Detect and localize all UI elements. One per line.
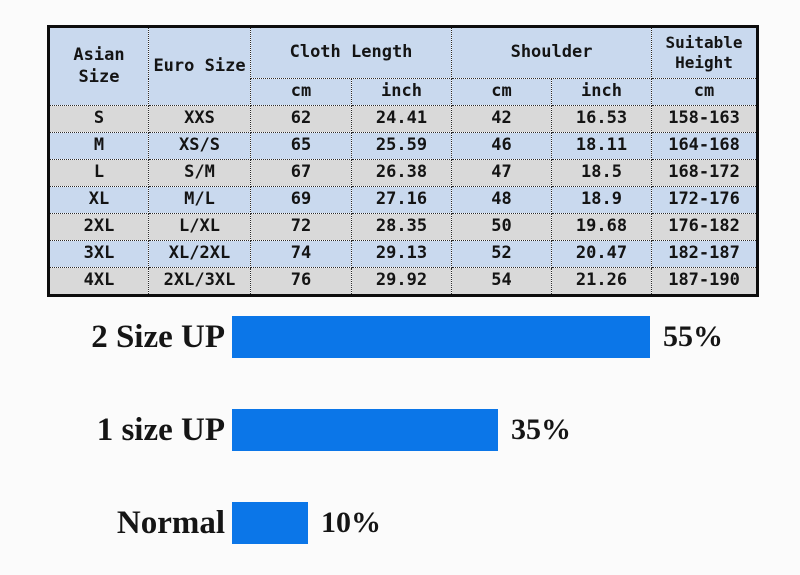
table-cell: 187-190 — [651, 267, 759, 296]
table-cell: L — [48, 159, 149, 187]
table-cell: 3XL — [48, 240, 149, 268]
header-suitable-height: Suitable Height — [651, 26, 759, 79]
chart-category-label: 1 size UP — [96, 411, 225, 448]
table-cell: 158-163 — [651, 105, 759, 133]
table-cell: 65 — [250, 132, 352, 160]
header-suitable-cm: cm — [651, 78, 759, 106]
table-cell: 24.41 — [350, 105, 453, 133]
chart-bar — [232, 502, 308, 544]
table-cell: 18.11 — [551, 132, 653, 160]
table-cell: 74 — [250, 240, 352, 268]
header-shoulder-inch: inch — [551, 78, 653, 106]
table-cell: 21.26 — [551, 267, 653, 296]
table-cell: 176-182 — [651, 213, 759, 241]
table-cell: 18.9 — [551, 186, 653, 214]
table-cell: 76 — [250, 267, 352, 296]
table-cell: 72 — [250, 213, 352, 241]
chart-bar — [232, 316, 650, 358]
header-shoulder-cm: cm — [451, 78, 553, 106]
table-cell: 69 — [250, 186, 352, 214]
table-header-row-sub: cm inch cm inch cm — [49, 78, 759, 106]
table-cell: M/L — [148, 186, 251, 214]
bar-chart: 2 Size UP 55% 1 size UP 35% Normal 10% — [0, 316, 800, 575]
table-cell: 29.92 — [350, 267, 453, 296]
table-cell: 20.47 — [551, 240, 653, 268]
table-row: S XXS 62 24.41 42 16.53 158-163 — [48, 105, 759, 133]
table-cell: 62 — [250, 105, 352, 133]
table-row: 3XL XL/2XL 74 29.13 52 20.47 182-187 — [48, 240, 759, 268]
header-euro-size: Euro Size — [148, 26, 251, 106]
table-cell: 16.53 — [551, 105, 653, 133]
chart-bar — [232, 409, 498, 451]
table-cell: 168-172 — [651, 159, 759, 187]
table-cell: 182-187 — [651, 240, 759, 268]
table-row: 2XL L/XL 72 28.35 50 19.68 176-182 — [48, 213, 759, 241]
chart-value-label: 55% — [663, 320, 723, 353]
table-cell: XXS — [148, 105, 251, 133]
header-shoulder: Shoulder — [451, 26, 653, 79]
table-cell: 164-168 — [651, 132, 759, 160]
table-cell: XL — [48, 186, 149, 214]
header-cloth-length: Cloth Length — [249, 26, 453, 79]
size-table-body: S XXS 62 24.41 42 16.53 158-163 M XS/S 65 25.59 46 1… — [48, 105, 759, 296]
chart-row: 2 Size UP 55% — [0, 316, 800, 358]
table-cell: L/XL — [148, 213, 251, 241]
table-row: M XS/S 65 25.59 46 18.11 164-168 — [48, 132, 759, 160]
header-cloth-cm: cm — [250, 78, 352, 106]
chart-category-label: 2 Size UP — [91, 318, 225, 355]
table-cell: 50 — [451, 213, 553, 241]
table-cell: 18.5 — [551, 159, 653, 187]
table-cell: XS/S — [148, 132, 251, 160]
table-cell: S/M — [148, 159, 251, 187]
table-cell: 46 — [451, 132, 553, 160]
table-cell: M — [48, 132, 149, 160]
chart-category-label: Normal — [116, 504, 225, 541]
table-cell: 28.35 — [350, 213, 453, 241]
chart-value-label: 35% — [511, 413, 571, 446]
table-cell: S — [48, 105, 149, 133]
chart-row: Normal 10% — [0, 502, 800, 544]
table-cell: 27.16 — [350, 186, 453, 214]
table-header-row-main: Asian Size Euro Size Cloth Length Should… — [48, 26, 759, 106]
table-cell: 4XL — [48, 267, 149, 296]
table-cell: 52 — [451, 240, 553, 268]
table-cell: 2XL — [48, 213, 149, 241]
table-row: XL M/L 69 27.16 48 18.9 172-176 — [48, 186, 759, 214]
size-chart-table: Asian Size Euro Size Cloth Length Should… — [47, 25, 760, 297]
table-cell: 67 — [250, 159, 352, 187]
table-cell: 25.59 — [350, 132, 453, 160]
table-cell: 26.38 — [350, 159, 453, 187]
header-asian-size: Asian Size — [48, 26, 149, 106]
chart-value-label: 10% — [321, 506, 381, 539]
table-cell: 48 — [451, 186, 553, 214]
table-row: 4XL 2XL/3XL 76 29.92 54 21.26 187-190 — [48, 267, 759, 296]
table-cell: 172-176 — [651, 186, 759, 214]
table-cell: 54 — [451, 267, 553, 296]
table-cell: XL/2XL — [148, 240, 251, 268]
header-cloth-inch: inch — [350, 78, 453, 106]
table-cell: 29.13 — [350, 240, 453, 268]
table-cell: 19.68 — [551, 213, 653, 241]
table-row: L S/M 67 26.38 47 18.5 168-172 — [48, 159, 759, 187]
chart-row: 1 size UP 35% — [0, 409, 800, 451]
table-cell: 47 — [451, 159, 553, 187]
table-cell: 42 — [451, 105, 553, 133]
table-cell: 2XL/3XL — [148, 267, 251, 296]
